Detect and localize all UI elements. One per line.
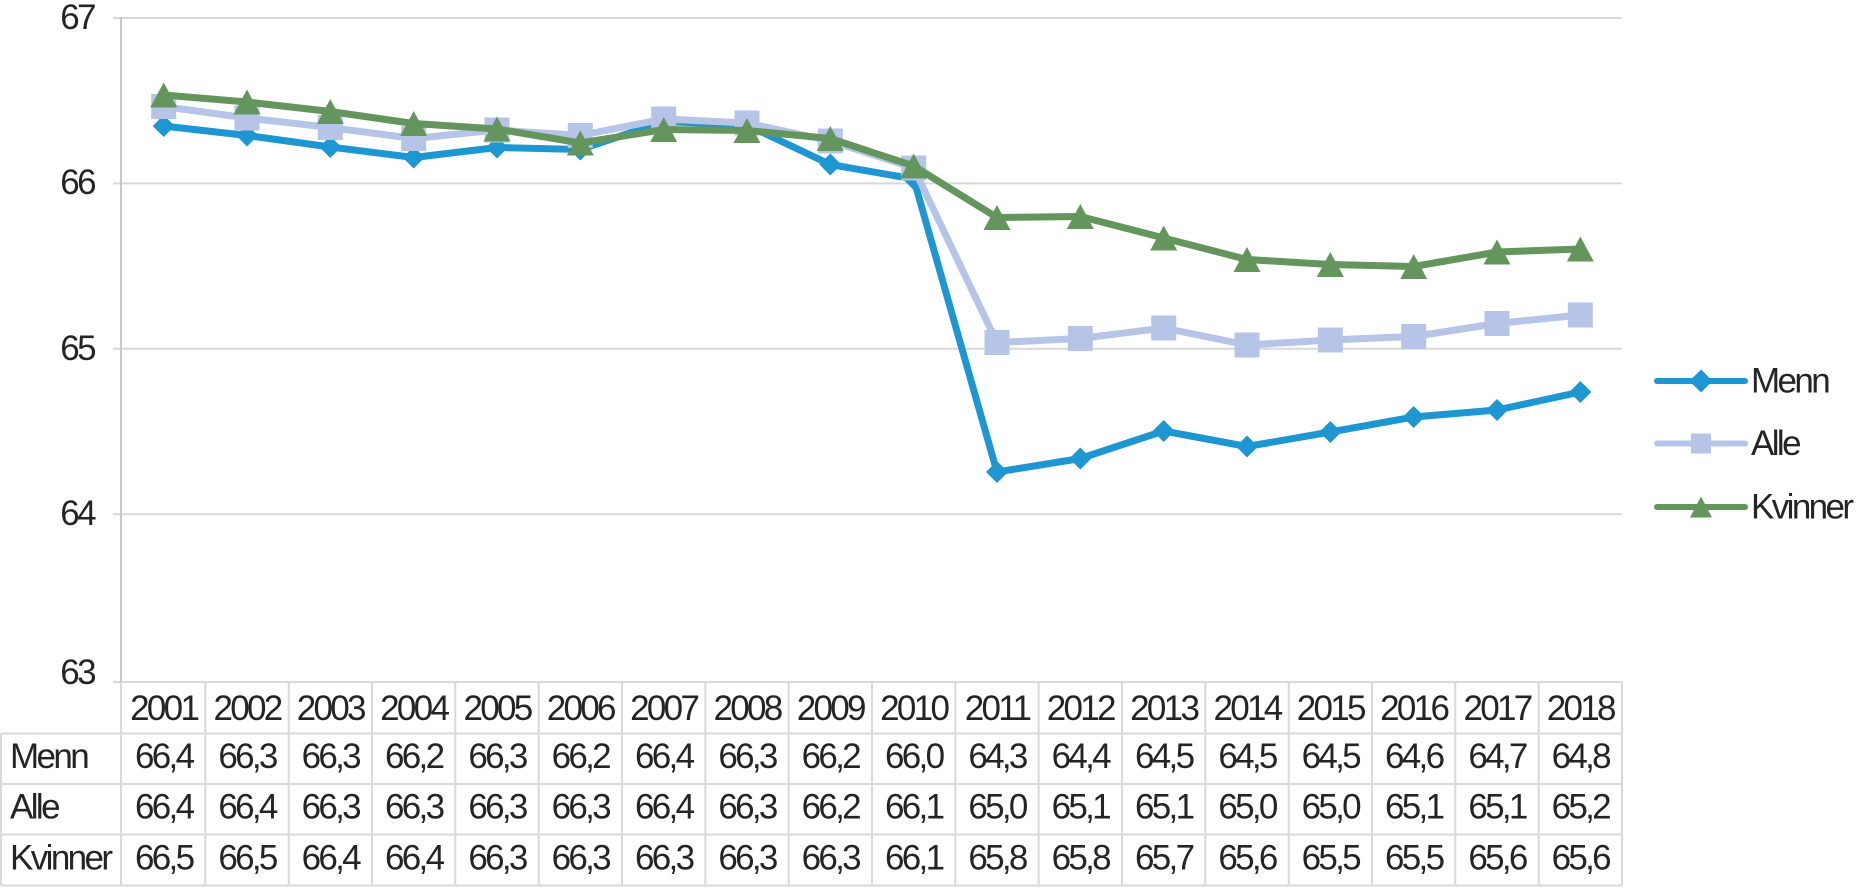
svg-text:66,3: 66,3 xyxy=(802,839,861,878)
svg-text:64: 64 xyxy=(60,494,96,533)
svg-text:66: 66 xyxy=(60,163,95,202)
svg-text:63: 63 xyxy=(60,653,95,692)
svg-text:66,3: 66,3 xyxy=(635,839,694,878)
svg-text:2006: 2006 xyxy=(547,689,615,728)
svg-text:Kvinner: Kvinner xyxy=(1751,488,1854,527)
svg-text:65,8: 65,8 xyxy=(1052,839,1111,878)
svg-text:2016: 2016 xyxy=(1380,689,1448,728)
svg-text:65,2: 65,2 xyxy=(1552,788,1611,827)
svg-text:64,8: 64,8 xyxy=(1552,737,1611,776)
svg-text:65,6: 65,6 xyxy=(1218,839,1277,878)
svg-text:66,1: 66,1 xyxy=(885,839,944,878)
svg-text:2003: 2003 xyxy=(297,689,365,728)
svg-text:2009: 2009 xyxy=(797,689,865,728)
svg-text:65,1: 65,1 xyxy=(1135,788,1194,827)
svg-text:2005: 2005 xyxy=(463,689,531,728)
svg-text:64,7: 64,7 xyxy=(1468,737,1527,776)
svg-text:66,4: 66,4 xyxy=(135,737,195,776)
svg-text:66,3: 66,3 xyxy=(718,839,777,878)
svg-text:65,0: 65,0 xyxy=(1218,788,1278,827)
svg-text:2013: 2013 xyxy=(1130,689,1198,728)
svg-text:65,7: 65,7 xyxy=(1135,839,1194,878)
svg-text:66,3: 66,3 xyxy=(468,788,527,827)
svg-text:2001: 2001 xyxy=(130,689,198,728)
svg-text:2007: 2007 xyxy=(630,689,698,728)
svg-text:66,3: 66,3 xyxy=(718,788,777,827)
svg-text:Alle: Alle xyxy=(1751,424,1800,463)
svg-text:66,4: 66,4 xyxy=(385,839,445,878)
svg-text:2004: 2004 xyxy=(380,689,449,728)
svg-text:2011: 2011 xyxy=(965,689,1031,728)
svg-text:67: 67 xyxy=(60,0,95,37)
svg-text:2015: 2015 xyxy=(1297,689,1365,728)
svg-text:2017: 2017 xyxy=(1463,689,1531,728)
svg-text:2018: 2018 xyxy=(1547,689,1615,728)
svg-text:66,1: 66,1 xyxy=(885,788,944,827)
svg-text:65,1: 65,1 xyxy=(1468,788,1527,827)
svg-text:64,6: 64,6 xyxy=(1385,737,1444,776)
svg-text:66,3: 66,3 xyxy=(385,788,444,827)
svg-text:66,4: 66,4 xyxy=(635,788,695,827)
svg-text:65: 65 xyxy=(60,329,95,368)
svg-text:65,5: 65,5 xyxy=(1385,839,1444,878)
svg-text:Menn: Menn xyxy=(1751,362,1829,401)
svg-text:65,0: 65,0 xyxy=(1302,788,1362,827)
svg-text:66,3: 66,3 xyxy=(218,737,277,776)
svg-text:66,5: 66,5 xyxy=(135,839,194,878)
svg-text:66,3: 66,3 xyxy=(552,839,611,878)
svg-text:66,4: 66,4 xyxy=(302,839,362,878)
svg-text:66,0: 66,0 xyxy=(885,737,945,776)
svg-text:66,3: 66,3 xyxy=(302,788,361,827)
svg-text:64,5: 64,5 xyxy=(1302,737,1361,776)
svg-text:Menn: Menn xyxy=(10,737,88,776)
svg-text:65,8: 65,8 xyxy=(968,839,1027,878)
svg-text:66,3: 66,3 xyxy=(468,839,527,878)
svg-text:66,5: 66,5 xyxy=(218,839,277,878)
svg-text:65,0: 65,0 xyxy=(968,788,1028,827)
svg-text:66,3: 66,3 xyxy=(718,737,777,776)
svg-text:2008: 2008 xyxy=(713,689,781,728)
svg-text:65,1: 65,1 xyxy=(1052,788,1111,827)
svg-text:66,3: 66,3 xyxy=(468,737,527,776)
svg-text:64,5: 64,5 xyxy=(1218,737,1277,776)
svg-text:66,4: 66,4 xyxy=(635,737,695,776)
svg-text:66,2: 66,2 xyxy=(552,737,611,776)
svg-text:65,6: 65,6 xyxy=(1552,839,1611,878)
svg-text:64,5: 64,5 xyxy=(1135,737,1194,776)
svg-text:66,2: 66,2 xyxy=(385,737,444,776)
svg-text:2014: 2014 xyxy=(1213,689,1282,728)
svg-text:64,4: 64,4 xyxy=(1052,737,1112,776)
svg-text:66,4: 66,4 xyxy=(135,788,195,827)
svg-text:Kvinner: Kvinner xyxy=(10,839,113,878)
svg-text:Alle: Alle xyxy=(10,788,59,827)
svg-text:2010: 2010 xyxy=(880,689,949,728)
svg-text:2002: 2002 xyxy=(213,689,281,728)
svg-text:65,1: 65,1 xyxy=(1385,788,1444,827)
svg-text:66,2: 66,2 xyxy=(802,788,861,827)
svg-text:66,2: 66,2 xyxy=(802,737,861,776)
svg-text:64,3: 64,3 xyxy=(968,737,1027,776)
svg-text:2012: 2012 xyxy=(1047,689,1115,728)
svg-text:65,5: 65,5 xyxy=(1302,839,1361,878)
svg-text:66,3: 66,3 xyxy=(302,737,361,776)
svg-text:66,3: 66,3 xyxy=(552,788,611,827)
svg-text:66,4: 66,4 xyxy=(218,788,278,827)
svg-text:65,6: 65,6 xyxy=(1468,839,1527,878)
